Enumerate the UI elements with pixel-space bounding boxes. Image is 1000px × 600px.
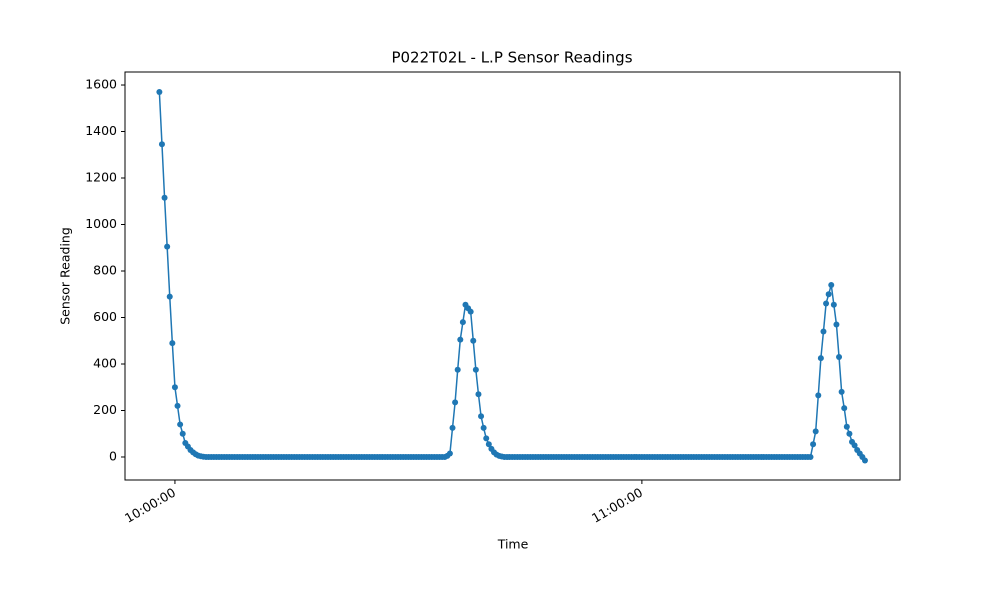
data-point <box>472 366 479 373</box>
data-point <box>452 399 459 406</box>
y-axis-label: Sensor Reading <box>58 227 73 325</box>
y-tick-label: 600 <box>93 309 117 324</box>
y-tick-label: 400 <box>93 355 117 370</box>
data-point <box>480 424 487 431</box>
data-point <box>861 457 868 464</box>
y-tick-label: 1000 <box>85 216 117 231</box>
y-tick-label: 1400 <box>85 123 117 138</box>
data-point <box>475 391 482 398</box>
data-point <box>485 441 492 448</box>
y-tick-label: 1200 <box>85 170 117 185</box>
data-line <box>158 91 866 461</box>
data-point <box>459 319 466 326</box>
data-point <box>807 453 814 460</box>
data-point <box>478 413 485 420</box>
data-point <box>815 392 822 399</box>
data-point <box>817 355 824 362</box>
data-point <box>812 428 819 435</box>
data-point <box>828 281 835 288</box>
data-point <box>177 421 184 428</box>
data-point <box>833 321 840 328</box>
data-point <box>841 405 848 412</box>
data-point <box>454 366 461 373</box>
data-point <box>810 441 817 448</box>
data-point <box>836 354 843 361</box>
data-point <box>161 194 168 201</box>
y-tick-label: 800 <box>93 263 117 278</box>
data-point <box>470 337 477 344</box>
y-tick-label: 1600 <box>85 77 117 92</box>
data-point <box>446 450 453 457</box>
data-point <box>156 88 163 95</box>
data-point <box>457 336 464 343</box>
data-point <box>820 328 827 335</box>
data-point <box>171 384 178 391</box>
data-point <box>838 388 845 395</box>
data-point <box>483 435 490 442</box>
data-point <box>158 141 165 148</box>
data-point <box>830 301 837 308</box>
data-point <box>825 291 832 298</box>
data-point <box>164 243 171 250</box>
data-point <box>179 430 186 437</box>
x-tick-label: 10:00:00 <box>122 485 178 526</box>
data-point <box>851 442 858 449</box>
y-tick-label: 0 <box>109 448 117 463</box>
data-point <box>843 423 850 430</box>
data-point <box>169 340 176 347</box>
x-axis-label: Time <box>497 537 529 552</box>
chart-title: P022T02L - L.P Sensor Readings <box>391 49 632 67</box>
data-point <box>467 308 474 315</box>
data-point <box>823 300 830 307</box>
data-point <box>846 430 853 437</box>
plot-frame <box>124 71 901 481</box>
data-point <box>166 293 173 300</box>
data-point <box>449 424 456 431</box>
data-point <box>174 402 181 409</box>
x-tick-label: 11:00:00 <box>589 485 645 526</box>
y-tick-label: 200 <box>93 402 117 417</box>
